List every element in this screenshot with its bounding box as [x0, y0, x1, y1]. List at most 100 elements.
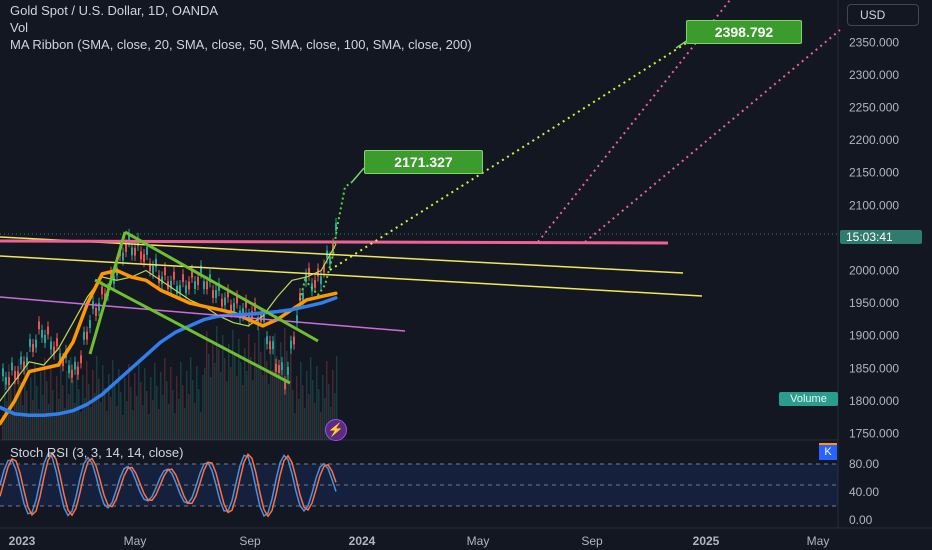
volume-bar — [226, 381, 228, 440]
candle-body — [200, 265, 202, 274]
channel-lower — [94, 278, 291, 385]
volume-bar — [104, 388, 106, 440]
candle-body — [131, 247, 133, 256]
volume-bar — [274, 333, 276, 440]
volume-bar — [244, 348, 246, 440]
volume-bar — [328, 384, 330, 440]
volume-bar — [198, 389, 200, 440]
candle-body — [56, 338, 58, 347]
stoch-rsi-label[interactable]: Stoch RSI (3, 3, 14, 14, close) — [10, 445, 184, 460]
candle-body — [206, 281, 208, 290]
volume-bar — [308, 394, 310, 440]
volume-bar — [296, 376, 298, 440]
volume-bar — [234, 353, 236, 440]
volume-bar — [22, 405, 24, 440]
candle-body — [29, 339, 31, 347]
stoch-tick-label: 40.00 — [849, 485, 879, 499]
channel-left — [88, 231, 127, 355]
volume-bar — [310, 357, 312, 440]
volume-bar — [242, 385, 244, 440]
candle-body — [23, 361, 25, 370]
candle-body — [152, 265, 154, 274]
volume-bar — [184, 408, 186, 440]
candle-body — [77, 366, 79, 375]
target-callout-2[interactable]: 2398.792 — [686, 20, 802, 44]
volume-bar — [218, 349, 220, 440]
candle-body — [212, 290, 214, 298]
volume-bar — [56, 376, 58, 440]
candle-body — [182, 274, 184, 283]
lightning-icon[interactable]: ⚡ — [325, 419, 347, 441]
volume-bar — [164, 358, 166, 440]
volume-bar — [100, 402, 102, 440]
vol-indicator-label[interactable]: Vol — [10, 20, 29, 35]
candle-body — [146, 247, 148, 255]
candle-body — [95, 308, 97, 316]
candle-body — [164, 267, 166, 276]
volume-bar — [334, 393, 336, 440]
k-badge[interactable]: K — [819, 443, 837, 460]
candle-body — [257, 317, 259, 325]
candle-body — [86, 331, 88, 340]
volume-bar — [34, 363, 36, 440]
volume-bar — [158, 409, 160, 440]
volume-bar — [98, 379, 100, 440]
candle-body — [215, 290, 217, 298]
candle-body — [59, 353, 61, 362]
volume-bar — [190, 357, 192, 440]
time-tick-label: Sep — [581, 534, 603, 548]
currency-button[interactable]: USD — [847, 4, 919, 26]
volume-bar — [188, 394, 190, 440]
callout-leader-1 — [351, 167, 365, 183]
volume-bar — [8, 364, 10, 440]
volume-bar — [210, 377, 212, 440]
volume-bar — [186, 371, 188, 440]
candle-body — [80, 355, 82, 364]
price-tick-label: 1800.000 — [849, 394, 899, 408]
volume-bar — [68, 394, 70, 440]
candle-body — [308, 267, 310, 276]
volume-bar — [154, 363, 156, 440]
volume-bar — [278, 379, 280, 440]
volume-bar — [128, 364, 130, 440]
stoch-tick-label: 80.00 — [849, 457, 879, 471]
price-tick-label: 2350.000 — [849, 35, 899, 49]
candle-body — [185, 285, 187, 294]
symbol-title[interactable]: Gold Spot / U.S. Dollar, 1D, OANDA — [10, 3, 219, 18]
volume-bar — [252, 380, 254, 440]
volume-bar — [174, 413, 176, 440]
trend-line-purple — [0, 296, 406, 332]
volume-bar — [106, 411, 108, 440]
candle-body — [302, 293, 304, 301]
volume-bar — [46, 381, 48, 440]
candle-body — [68, 365, 70, 374]
volume-bar — [206, 331, 208, 440]
candle-body — [287, 366, 289, 375]
volume-bar — [254, 343, 256, 440]
volume-bar — [150, 377, 152, 440]
volume-bar — [204, 368, 206, 440]
candle-body — [140, 251, 142, 260]
volume-bar — [312, 380, 314, 440]
candle-body — [269, 341, 271, 349]
ma-ribbon-label[interactable]: MA Ribbon (SMA, close, 20, SMA, close, 5… — [10, 37, 472, 52]
candle-body — [41, 329, 43, 338]
volume-bar — [288, 374, 290, 440]
trend-line-upper — [0, 236, 684, 274]
candle-body — [5, 376, 7, 385]
volume-bar — [166, 381, 168, 440]
volume-bar — [220, 372, 222, 440]
candle-body — [98, 303, 100, 311]
volume-bar — [268, 384, 270, 440]
candle-body — [236, 295, 238, 304]
volume-bar — [292, 390, 294, 440]
candle-body — [38, 321, 40, 330]
candle-body — [281, 362, 283, 371]
target-callout-1[interactable]: 2171.327 — [364, 150, 483, 174]
volume-bar — [246, 371, 248, 440]
volume-bar — [314, 403, 316, 440]
volume-bars — [2, 326, 338, 440]
candle-body — [218, 283, 220, 291]
volume-bar — [302, 385, 304, 440]
